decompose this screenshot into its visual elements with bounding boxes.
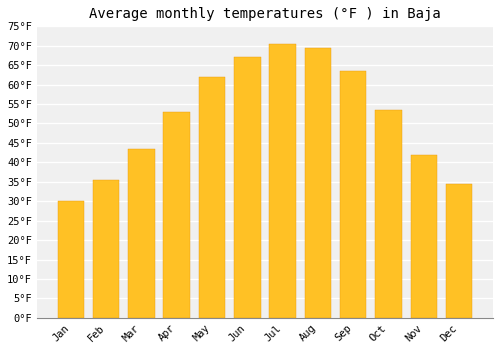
Bar bbox=[58, 201, 84, 318]
Bar bbox=[340, 71, 366, 318]
Bar bbox=[304, 48, 331, 318]
Bar bbox=[446, 184, 472, 318]
Bar bbox=[375, 110, 402, 318]
Bar bbox=[164, 112, 190, 318]
Bar bbox=[198, 77, 225, 318]
Bar bbox=[234, 57, 260, 318]
Bar bbox=[270, 44, 296, 318]
Bar bbox=[93, 180, 120, 318]
Bar bbox=[410, 155, 437, 318]
Title: Average monthly temperatures (°F ) in Baja: Average monthly temperatures (°F ) in Ba… bbox=[89, 7, 441, 21]
Bar bbox=[128, 149, 154, 318]
